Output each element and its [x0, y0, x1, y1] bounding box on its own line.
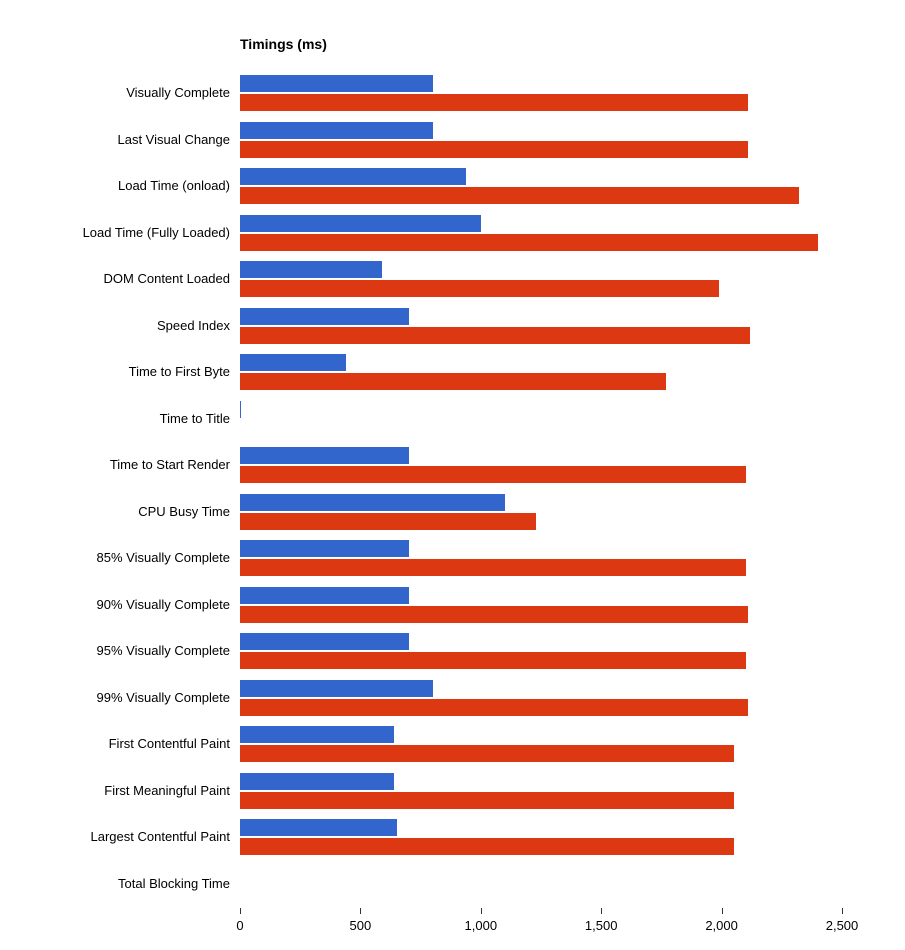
bar-series-2 — [240, 745, 734, 762]
y-axis-category-label: CPU Busy Time — [138, 504, 230, 519]
bar-series-1 — [240, 168, 466, 185]
x-axis-tick — [601, 908, 602, 914]
bar-series-2 — [240, 838, 734, 855]
x-axis-tick — [842, 908, 843, 914]
x-axis-tick — [360, 908, 361, 914]
y-axis-category-label: Time to Start Render — [110, 457, 230, 472]
y-axis-category-label: First Contentful Paint — [109, 736, 230, 751]
x-axis-tick — [240, 908, 241, 914]
y-axis-category-label: First Meaningful Paint — [104, 783, 230, 798]
bar-series-2 — [240, 699, 748, 716]
bar-series-2 — [240, 652, 746, 669]
x-axis-tick-label: 0 — [236, 918, 243, 933]
timings-bar-chart: Timings (ms) Visually Complete Last Visua… — [0, 0, 905, 950]
bar-series-1 — [240, 75, 433, 92]
bar-series-2 — [240, 94, 748, 111]
y-axis-category-label: Largest Contentful Paint — [91, 829, 230, 844]
bar-series-2 — [240, 327, 750, 344]
chart-title: Timings (ms) — [240, 36, 327, 52]
bar-series-2 — [240, 234, 818, 251]
x-axis-tick-label: 1,000 — [465, 918, 498, 933]
bar-series-1 — [240, 354, 346, 371]
y-axis-category-label: Time to First Byte — [129, 364, 230, 379]
bar-series-1 — [240, 819, 397, 836]
y-axis-category-label: Speed Index — [157, 318, 230, 333]
bar-series-1 — [240, 587, 409, 604]
x-axis-tick-label: 1,500 — [585, 918, 618, 933]
bar-series-1 — [240, 308, 409, 325]
bar-series-2 — [240, 606, 748, 623]
x-axis-tick-label: 2,000 — [705, 918, 738, 933]
bar-series-2 — [240, 513, 536, 530]
x-axis-tick — [481, 908, 482, 914]
bar-series-2 — [240, 187, 799, 204]
bar-series-1 — [240, 633, 409, 650]
bar-series-2 — [240, 466, 746, 483]
y-axis-category-label: 90% Visually Complete — [97, 597, 230, 612]
bar-series-1 — [240, 540, 409, 557]
y-axis-category-label: 85% Visually Complete — [97, 550, 230, 565]
bar-series-2 — [240, 280, 719, 297]
bar-series-1 — [240, 447, 409, 464]
x-axis-tick-label: 2,500 — [826, 918, 859, 933]
y-axis-category-label: Visually Complete — [126, 85, 230, 100]
bar-series-2 — [240, 373, 666, 390]
bar-series-1 — [240, 773, 394, 790]
bar-series-2 — [240, 141, 748, 158]
y-axis-category-label: Time to Title — [160, 411, 230, 426]
y-axis-category-label: 95% Visually Complete — [97, 643, 230, 658]
y-axis-category-label: Total Blocking Time — [118, 876, 230, 891]
bar-series-1 — [240, 726, 394, 743]
y-axis-category-label: 99% Visually Complete — [97, 690, 230, 705]
x-axis-tick — [722, 908, 723, 914]
bar-series-2 — [240, 559, 746, 576]
bar-series-1 — [240, 401, 241, 418]
bar-series-1 — [240, 122, 433, 139]
y-axis-category-label: DOM Content Loaded — [104, 271, 230, 286]
x-axis-tick-label: 500 — [350, 918, 372, 933]
bar-series-1 — [240, 261, 382, 278]
bar-series-1 — [240, 215, 481, 232]
y-axis-category-label: Load Time (onload) — [118, 178, 230, 193]
y-axis-category-label: Last Visual Change — [117, 132, 230, 147]
bar-series-1 — [240, 494, 505, 511]
bar-series-2 — [240, 792, 734, 809]
plot-area — [240, 70, 842, 908]
bar-series-1 — [240, 680, 433, 697]
y-axis-category-label: Load Time (Fully Loaded) — [83, 225, 230, 240]
